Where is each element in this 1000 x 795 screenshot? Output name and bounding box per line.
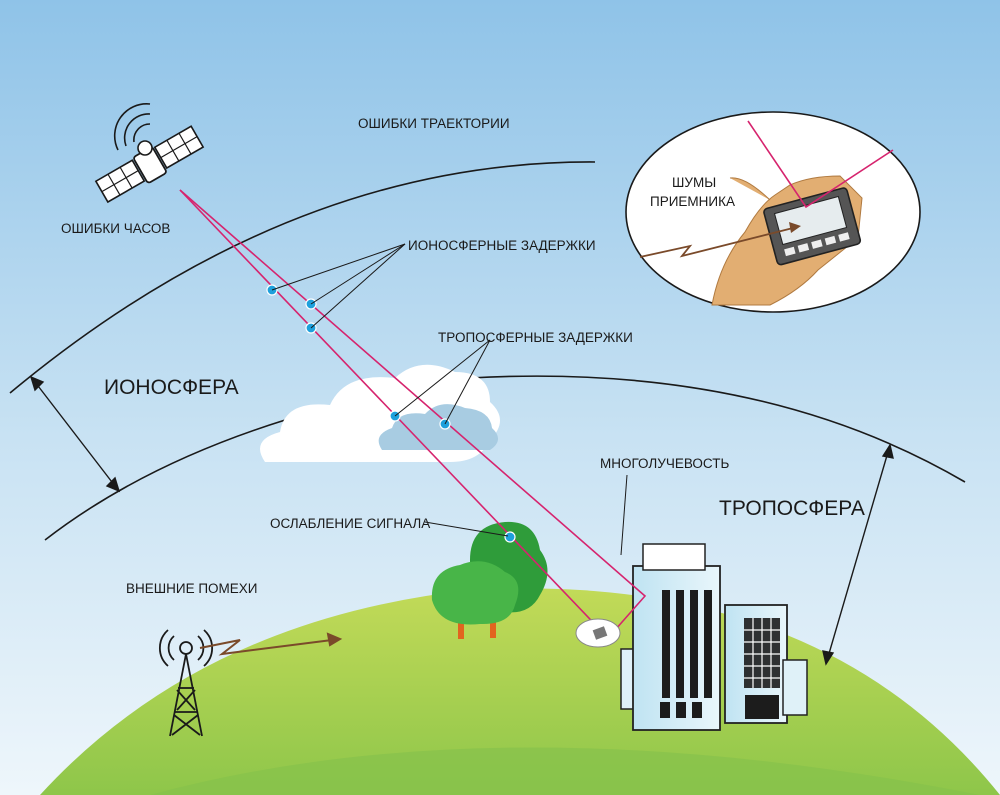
- troposphere-label: ТРОПОСФЕРА: [719, 497, 865, 520]
- tree-icon: [431, 561, 519, 639]
- earth-surface-shade: [150, 747, 980, 795]
- trajectory-errors-label: ОШИБКИ ТРАЕКТОРИИ: [358, 116, 510, 131]
- receiver-noise-inset: [625, 111, 921, 313]
- satellite-icon: [94, 103, 205, 204]
- attenuation-point: [504, 531, 516, 543]
- building-icon: [620, 543, 721, 731]
- troposphere-thickness-arrow: [822, 443, 894, 666]
- signal-attenuation-label: ОСЛАБЛЕНИЕ СИГНАЛА: [270, 516, 430, 531]
- gps-receiver-icon: [575, 618, 621, 648]
- external-interference-label: ВНЕШНИЕ ПОМЕХИ: [126, 581, 258, 596]
- ionospheric-delays-label: ИОНОСФЕРНЫЕ ЗАДЕРЖКИ: [408, 238, 596, 253]
- building-icon: [724, 604, 808, 724]
- ionosphere-outer-boundary: [9, 161, 596, 394]
- radio-tower-icon: [158, 629, 214, 737]
- clock-errors-label: ОШИБКИ ЧАСОВ: [61, 221, 170, 236]
- ionosphere-label: ИОНОСФЕРА: [104, 376, 239, 399]
- signal-path-multipath: [179, 189, 647, 639]
- receiver-noise-label-line1: ШУМЫ: [672, 175, 716, 190]
- tropospheric-delays-label: ТРОПОСФЕРНЫЕ ЗАДЕРЖКИ: [438, 330, 633, 345]
- multipath-label: МНОГОЛУЧЕВОСТЬ: [600, 456, 729, 471]
- cloud-icon: [378, 404, 499, 450]
- receiver-noise-label-line2: ПРИЕМНИКА: [650, 194, 735, 209]
- interference-arrow: [199, 632, 343, 656]
- leader-lines: [271, 243, 628, 556]
- ionosphere-thickness-arrow: [29, 375, 121, 493]
- gps-receiver-icon: [763, 187, 862, 266]
